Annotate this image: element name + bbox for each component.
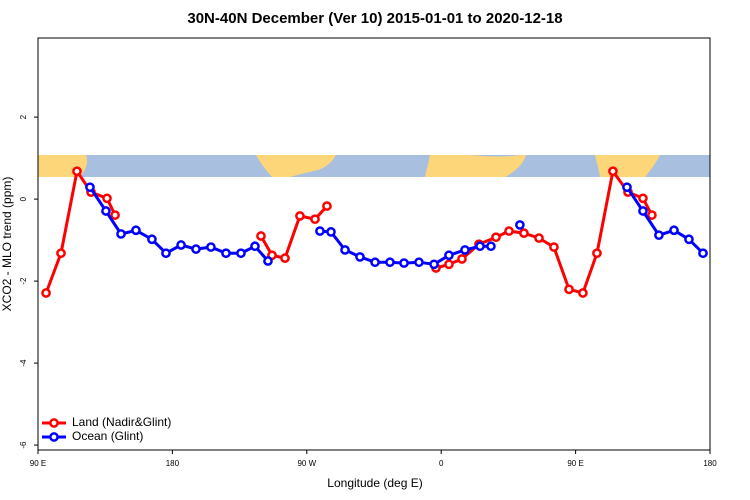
- legend-swatch-point: [49, 432, 59, 442]
- y-tick-label: 2: [19, 114, 28, 119]
- point: [399, 258, 409, 268]
- plot-frame: [37, 37, 711, 451]
- point: [638, 193, 648, 204]
- point: [444, 250, 454, 261]
- point: [256, 231, 266, 241]
- chart-title: 30N-40N December (Ver 10) 2015-01-01 to …: [187, 10, 562, 27]
- point: [147, 234, 157, 245]
- legend-label: Ocean (Glint): [72, 429, 143, 443]
- point: [592, 248, 602, 259]
- point: [669, 225, 679, 236]
- point: [698, 248, 708, 259]
- point: [116, 229, 126, 239]
- y-tick-label: -2: [19, 277, 28, 285]
- point: [608, 166, 618, 177]
- point: [131, 225, 141, 236]
- point: [429, 259, 439, 270]
- point: [355, 252, 365, 262]
- point: [460, 245, 470, 255]
- point: [549, 242, 559, 252]
- point: [221, 248, 231, 259]
- point: [102, 193, 112, 204]
- legend-label: Land (Nadir&Glint): [72, 415, 171, 429]
- point: [654, 230, 664, 241]
- point: [504, 226, 514, 236]
- x-tick-label: 180: [703, 459, 717, 468]
- point: [684, 234, 694, 245]
- point: [85, 182, 95, 193]
- x-tick-label: 90 W: [297, 459, 316, 468]
- point: [72, 166, 82, 177]
- point: [491, 232, 501, 243]
- point: [310, 214, 320, 225]
- point: [370, 257, 380, 268]
- point: [638, 206, 648, 216]
- point: [41, 288, 51, 298]
- point: [56, 248, 66, 259]
- point: [414, 257, 424, 268]
- point: [206, 242, 216, 252]
- point: [475, 241, 485, 252]
- point: [322, 201, 332, 211]
- y-tick-label: 0: [19, 196, 28, 201]
- point: [534, 233, 544, 243]
- map-band: [38, 155, 710, 177]
- point: [444, 259, 454, 270]
- point: [486, 241, 496, 252]
- x-tick-label: 0: [439, 459, 444, 468]
- point: [161, 248, 171, 259]
- y-tick-label: -6: [19, 441, 28, 449]
- point: [295, 211, 305, 221]
- point: [110, 210, 120, 220]
- point: [578, 288, 588, 298]
- point: [263, 256, 273, 266]
- point: [101, 206, 111, 216]
- x-axis-label: Longitude (deg E): [327, 476, 422, 490]
- point: [457, 254, 467, 264]
- point: [515, 220, 525, 230]
- point: [326, 227, 336, 237]
- point: [315, 226, 325, 236]
- point: [519, 228, 529, 238]
- point: [250, 241, 260, 252]
- point: [176, 240, 186, 250]
- point: [340, 245, 350, 255]
- point: [564, 284, 574, 295]
- x-tick-label: 180: [166, 459, 180, 468]
- point: [191, 244, 201, 254]
- legend-swatch-point: [49, 418, 59, 428]
- x-tick-label: 90 E: [30, 459, 46, 468]
- point: [647, 210, 657, 220]
- point: [385, 257, 395, 268]
- series-line: [88, 186, 705, 266]
- point: [280, 253, 290, 263]
- x-tick-label: 90 E: [567, 459, 583, 468]
- point: [622, 182, 632, 193]
- y-axis-label: XCO2 - MLO trend (ppm): [0, 177, 14, 312]
- point: [236, 248, 246, 259]
- y-tick-label: -4: [19, 359, 28, 367]
